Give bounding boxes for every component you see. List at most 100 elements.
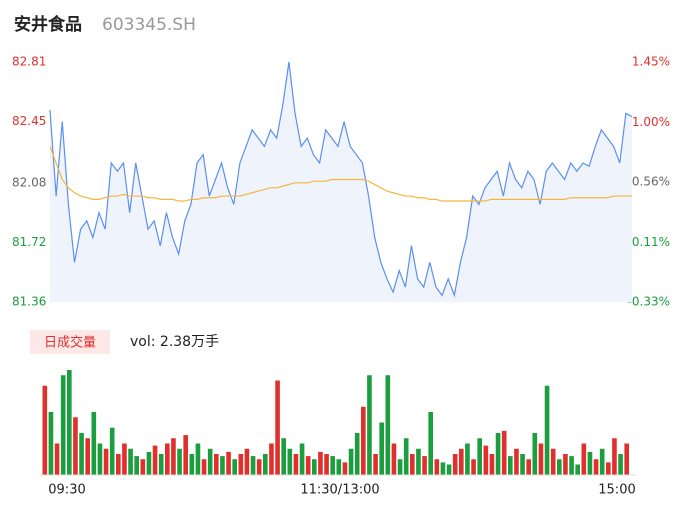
volume-bar xyxy=(397,459,403,475)
y2-tick-label: -0.33% xyxy=(628,295,670,309)
y-tick-label: 81.72 xyxy=(12,235,46,249)
average-line xyxy=(49,146,632,202)
y2-tick-label: 1.00% xyxy=(632,115,670,129)
x-tick-label: 11:30/13:00 xyxy=(300,483,379,498)
volume-bar xyxy=(305,456,311,475)
volume-bar xyxy=(354,433,360,475)
volume-bar xyxy=(140,459,146,475)
volume-bar xyxy=(538,443,544,475)
volume-bar xyxy=(318,451,323,475)
volume-bar xyxy=(146,451,152,475)
volume-bar xyxy=(508,456,513,475)
volume-bar xyxy=(477,438,482,475)
volume-bar xyxy=(336,459,342,475)
volume-bar xyxy=(238,454,244,475)
volume-bar xyxy=(367,375,372,475)
price-line xyxy=(49,61,633,298)
volume-bar xyxy=(269,443,274,475)
volume-label: vol: 2.38万手 xyxy=(130,334,219,350)
volume-bar xyxy=(440,462,446,475)
volume-legend: 日成交量 xyxy=(44,335,96,351)
volume-bar xyxy=(116,454,121,475)
volume-bar xyxy=(593,459,599,475)
y-tick-label: 82.81 xyxy=(12,55,46,69)
volume-bar xyxy=(299,443,305,475)
volume-bar xyxy=(587,451,593,475)
volume-bar xyxy=(422,456,427,475)
volume-bar xyxy=(67,370,72,475)
volume-bar xyxy=(434,459,440,475)
volume-bar xyxy=(275,380,280,475)
stock-code: 603345.SH xyxy=(102,15,196,35)
volume-bar xyxy=(428,412,433,475)
y2-tick-label: 1.45% xyxy=(632,55,670,69)
volume-bar xyxy=(214,454,219,475)
volume-bar xyxy=(263,454,268,475)
volume-bar xyxy=(446,464,452,475)
volume-bar xyxy=(459,448,464,475)
volume-bar xyxy=(42,385,48,475)
volume-bar xyxy=(606,462,611,475)
volume-bar xyxy=(91,412,97,475)
y2-tick-label: 0.56% xyxy=(632,175,670,189)
volume-bar xyxy=(465,443,470,475)
y-tick-label: 82.45 xyxy=(12,114,46,128)
volume-bar xyxy=(514,448,519,475)
volume-bar xyxy=(544,385,550,475)
volume-bar xyxy=(612,438,617,475)
volume-bar xyxy=(244,448,250,475)
volume-bar xyxy=(287,448,293,475)
volume-bar xyxy=(250,456,256,475)
volume-bar xyxy=(312,459,317,475)
volume-bar xyxy=(532,433,538,475)
volume-bar xyxy=(152,445,158,475)
volume-bar xyxy=(79,433,84,475)
volume-bar xyxy=(416,448,421,475)
volume-bar xyxy=(581,443,587,475)
volume-bar xyxy=(373,454,378,475)
volume-bar xyxy=(501,430,507,475)
volume-bar xyxy=(207,448,213,475)
volume-bar xyxy=(128,448,133,475)
volume-bar xyxy=(403,438,409,475)
volume-bar xyxy=(109,427,115,475)
volume-bar xyxy=(232,459,237,475)
x-tick-label: 09:30 xyxy=(48,483,85,498)
volume-bar xyxy=(48,412,54,475)
volume-bar xyxy=(599,448,605,475)
volume-bar xyxy=(60,375,66,475)
volume-bar xyxy=(189,454,195,475)
volume-bar xyxy=(563,454,568,475)
volume-bar xyxy=(226,451,231,475)
volume-bar xyxy=(183,435,188,475)
y-tick-label: 82.08 xyxy=(12,175,46,189)
volume-bar xyxy=(330,456,335,475)
volume-bar xyxy=(471,459,476,475)
volume-bar xyxy=(489,454,495,475)
volume-bar xyxy=(54,443,60,475)
volume-bar xyxy=(391,443,397,475)
volume-bar xyxy=(575,464,580,475)
volume-bar xyxy=(557,459,562,475)
volume-bar xyxy=(526,459,531,475)
volume-bar xyxy=(361,406,366,475)
volume-bar xyxy=(495,433,501,475)
volume-bar xyxy=(385,375,391,475)
y2-tick-label: 0.11% xyxy=(632,235,670,249)
volume-bar xyxy=(379,422,384,475)
volume-bar xyxy=(293,454,299,475)
volume-bar xyxy=(348,448,354,475)
volume-bar xyxy=(342,462,348,475)
legend-box xyxy=(30,330,110,354)
volume-bar xyxy=(624,443,629,475)
volume-bar xyxy=(281,438,286,475)
volume-bar xyxy=(324,454,329,475)
volume-bar xyxy=(85,438,90,475)
volume-bar xyxy=(134,456,139,475)
volume-bar xyxy=(73,417,78,475)
volume-bar xyxy=(220,456,225,475)
volume-bar xyxy=(618,454,623,475)
volume-bar xyxy=(452,454,458,475)
volume-bar xyxy=(410,454,415,475)
